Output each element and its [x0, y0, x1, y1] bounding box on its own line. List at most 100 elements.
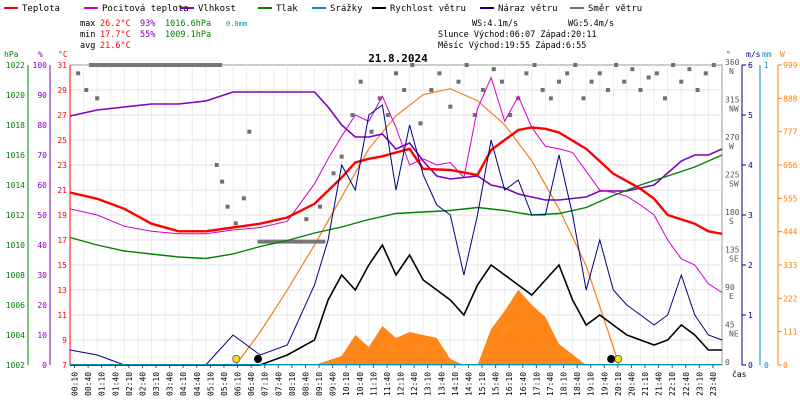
axis-titles: hPa % °C ° m/s mm W čas — [4, 50, 785, 379]
tick-label-ms: 3 — [748, 211, 753, 220]
wind-direction-point — [638, 88, 643, 92]
tick-label-time: 22:10 — [668, 372, 677, 396]
tick-label-degc: 25 — [57, 136, 67, 145]
tick-label-time: 22:40 — [682, 372, 691, 396]
series-solar-measured — [287, 289, 587, 365]
tick-label-degc: 17 — [57, 236, 67, 245]
tick-label-time: 19:40 — [600, 372, 609, 396]
wind-direction-point — [597, 71, 602, 76]
wind-direction-point — [241, 196, 246, 201]
tick-label-hpa: 1004 — [6, 331, 25, 340]
tick-label-time: 21:10 — [641, 372, 650, 396]
wind-direction-point — [331, 171, 336, 176]
tick-label-degc: 27 — [57, 111, 67, 120]
wind-direction-point — [687, 67, 692, 72]
legend-label-temp: Teplota — [22, 4, 60, 14]
info-wg: WG:5.4m/s — [568, 19, 614, 29]
wind-direction-point — [385, 113, 390, 117]
tick-label-time: 20:40 — [627, 372, 636, 396]
wind-direction-point — [557, 79, 561, 84]
wind-direction-point — [317, 204, 322, 209]
tick-label-degc: 7 — [62, 361, 67, 370]
tick-label-wm2: 999 — [783, 61, 798, 70]
tick-label-time: 17:40 — [546, 372, 555, 396]
tick-label-wm2: 555 — [783, 194, 798, 203]
tick-label-time: 02:40 — [138, 372, 147, 396]
tick-label-time: 04:10 — [179, 372, 188, 396]
wind-direction-point — [369, 129, 374, 134]
stats-block: max 26.2°C 93% 1016.6hPa 0.0mm min 17.7°… — [80, 19, 247, 51]
tick-label-time: 01:40 — [111, 372, 120, 396]
tick-label-time: 05:10 — [206, 372, 215, 396]
tick-label-degc: 23 — [57, 161, 67, 170]
tick-label-degc: 11 — [57, 311, 67, 320]
wind-direction-point — [703, 71, 708, 76]
wind-direction-point — [214, 163, 219, 167]
tick-label-time: 06:40 — [247, 372, 256, 396]
tick-label-hpa: 1020 — [6, 91, 25, 100]
tick-label-degc: 31 — [57, 61, 67, 70]
tick-label-deg: 225 — [725, 171, 740, 180]
marker-sunrise — [232, 354, 241, 363]
stat-max-pressure: 1016.6hPa — [165, 19, 211, 29]
tick-label-time: 14:10 — [451, 372, 460, 396]
axes: 1022102010181016101410121010100810061004… — [6, 58, 798, 396]
tick-label-dir: SW — [729, 180, 739, 189]
wind-direction-point — [679, 79, 684, 84]
tick-label-degc: 21 — [57, 186, 67, 195]
marker-moonset — [253, 354, 262, 363]
tick-label-ms: 0 — [748, 361, 753, 370]
series-wind-gust — [69, 104, 723, 366]
tick-label-dir: S — [729, 217, 734, 226]
info-block: WS:4.1m/s WG:5.4m/s Slunce Východ:06:07 … — [438, 19, 614, 51]
tick-label-hpa: 1014 — [6, 181, 25, 190]
tick-label-time: 06:10 — [234, 372, 243, 396]
tick-label-wm2: 0 — [783, 361, 788, 370]
wind-direction-point — [402, 88, 407, 92]
tick-label-hpa: 1012 — [6, 211, 25, 220]
axis-title-degc: °C — [58, 50, 68, 59]
wind-direction-point — [464, 63, 469, 67]
wind-direction-point — [394, 71, 398, 76]
legend-label-wind-dir: Směr větru — [588, 4, 642, 14]
tick-label-time: 18:10 — [560, 372, 569, 396]
tick-label-ms: 2 — [748, 261, 753, 270]
wind-direction-point — [358, 79, 363, 84]
wind-direction-point — [410, 63, 415, 67]
stat-max-rain: 0.0mm — [226, 20, 247, 28]
tick-label-time: 23:10 — [695, 372, 704, 396]
wind-direction-point — [429, 88, 434, 92]
wind-direction-point — [233, 221, 238, 226]
tick-label-time: 01:10 — [98, 372, 107, 396]
wind-direction-point — [646, 75, 651, 80]
axis-title-ms: m/s — [746, 50, 761, 59]
legend-label-pressure: Tlak — [276, 4, 298, 14]
axis-title-wm2: W — [780, 50, 785, 59]
info-ws: WS:4.1m/s — [472, 19, 518, 29]
stat-min-temp: 17.7°C — [100, 30, 131, 40]
wind-direction-point — [350, 113, 355, 117]
wind-direction-point — [377, 96, 382, 101]
wind-direction-point — [95, 96, 100, 101]
tick-label-time: 15:40 — [492, 372, 501, 396]
tick-label-time: 09:10 — [315, 372, 324, 396]
tick-label-dir: NE — [729, 330, 739, 339]
legend-label-feels: Pocitová teplota — [102, 4, 189, 14]
tick-label-time: 13:40 — [437, 372, 446, 396]
tick-label-time: 09:40 — [329, 372, 338, 396]
tick-label-pct: 60 — [37, 181, 47, 190]
tick-label-mm: 0 — [764, 361, 769, 370]
axis-title-hpa: hPa — [4, 50, 19, 59]
tick-label-time: 17:10 — [532, 372, 541, 396]
series-pressure — [69, 154, 723, 260]
wind-direction-point — [304, 217, 309, 222]
series-solar-curve — [235, 88, 620, 366]
tick-label-degc: 19 — [57, 211, 67, 220]
wind-direction-point — [247, 129, 252, 134]
tick-label-pct: 30 — [37, 271, 47, 280]
tick-label-pct: 90 — [37, 91, 47, 100]
wind-direction-point — [225, 204, 230, 209]
wind-direction-point — [448, 104, 453, 109]
stat-avg-label: avg — [80, 41, 95, 51]
tick-label-wm2: 444 — [783, 228, 798, 237]
